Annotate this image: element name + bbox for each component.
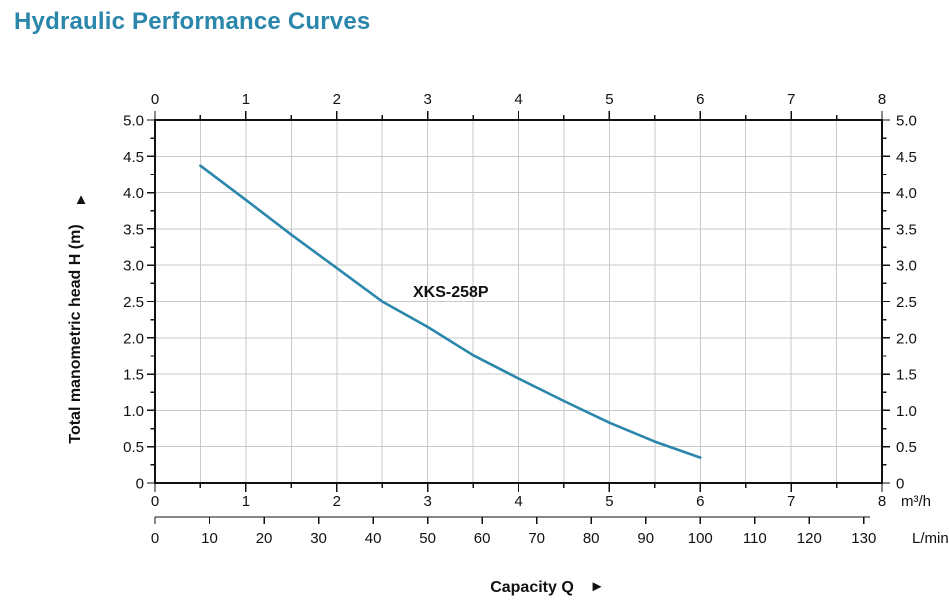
- x-top-tick-label: 5: [605, 91, 613, 108]
- y-axis-title: Total manometric head H (m): [67, 224, 84, 443]
- x-top-tick-label: 6: [696, 91, 704, 108]
- x-axis-top-labels: 0 1 2 3 4 5 6 7 8: [151, 91, 886, 108]
- x-top-tick-label: 4: [514, 91, 522, 108]
- x-bottom-tick-label: 4: [514, 493, 522, 510]
- y-right-tick-label: 3.5: [896, 221, 917, 238]
- lmin-tick-label: 90: [637, 530, 654, 547]
- lmin-tick-label: 70: [528, 530, 545, 547]
- lmin-tick-label: 80: [583, 530, 600, 547]
- x-top-tick-label: 8: [878, 91, 886, 108]
- y-left-tick-label: 3.5: [123, 221, 144, 238]
- lmin-tick-label: 40: [365, 530, 382, 547]
- y-left-tick-label: 2.5: [123, 294, 144, 311]
- y-axis-ticks: [147, 119, 890, 484]
- y-axis-arrow-icon: ▲: [74, 191, 89, 208]
- x-top-tick-label: 0: [151, 91, 159, 108]
- y-right-tick-label: 0: [896, 476, 904, 493]
- lmin-tick-label: 10: [201, 530, 218, 547]
- y-axis-left-labels: 5.0 4.5 4.0 3.5 3.0 2.5 2.0 1.5 1.0 0.5 0: [123, 113, 144, 493]
- x-axis-ticks: [154, 111, 883, 492]
- x-bottom-tick-label: 8: [878, 493, 886, 510]
- y-left-tick-label: 4.5: [123, 149, 144, 166]
- y-right-tick-label: 2.0: [896, 330, 917, 347]
- y-left-tick-label: 2.0: [123, 330, 144, 347]
- lmin-axis: [154, 516, 870, 524]
- x-top-tick-label: 1: [242, 91, 250, 108]
- curve-model-label: XKS-258P: [413, 284, 489, 301]
- y-right-tick-label: 4.0: [896, 185, 917, 202]
- y-right-tick-label: 2.5: [896, 294, 917, 311]
- y-left-tick-label: 0: [136, 476, 144, 493]
- y-right-tick-label: 3.0: [896, 258, 917, 275]
- x-bottom-tick-label: 2: [333, 493, 341, 510]
- y-right-tick-label: 5.0: [896, 113, 917, 130]
- lmin-tick-label: 130: [851, 530, 876, 547]
- x-bottom-tick-label: 1: [242, 493, 250, 510]
- x-axis-bottom-labels: 0 1 2 3 4 5 6 7 8: [151, 493, 886, 510]
- y-left-tick-label: 3.0: [123, 258, 144, 275]
- page-title: Hydraulic Performance Curves: [14, 8, 371, 35]
- lmin-axis-labels: 0 10 20 30 40 50 60 70 80 90 100 110 120 130: [151, 530, 877, 547]
- performance-curve: [199, 164, 702, 459]
- y-axis-right-labels: 5.0 4.5 4.0 3.5 3.0 2.5 2.0 1.5 1.0 0.5 0: [896, 113, 917, 493]
- grid-lines: [155, 120, 882, 483]
- y-left-tick-label: 4.0: [123, 185, 144, 202]
- lmin-tick-label: 100: [688, 530, 713, 547]
- y-left-tick-label: 1.0: [123, 403, 144, 420]
- x-top-tick-label: 7: [787, 91, 795, 108]
- y-left-tick-label: 5.0: [123, 113, 144, 130]
- y-right-tick-label: 4.5: [896, 149, 917, 166]
- lmin-tick-label: 30: [310, 530, 327, 547]
- lmin-tick-label: 20: [256, 530, 273, 547]
- y-left-tick-label: 1.5: [123, 367, 144, 384]
- x-axis-arrow-icon: ►: [590, 578, 605, 595]
- y-left-tick-label: 0.5: [123, 439, 144, 456]
- x-bottom-tick-label: 5: [605, 493, 613, 510]
- y-right-tick-label: 0.5: [896, 439, 917, 456]
- x-top-tick-label: 2: [333, 91, 341, 108]
- x-bottom-tick-label: 7: [787, 493, 795, 510]
- x-bottom-tick-label: 0: [151, 493, 159, 510]
- x-bottom-tick-label: 3: [423, 493, 431, 510]
- lmin-tick-label: 110: [743, 530, 767, 547]
- x-bottom-tick-label: 6: [696, 493, 704, 510]
- m3h-unit-label: m³/h: [901, 493, 931, 510]
- y-right-tick-label: 1.5: [896, 367, 917, 384]
- lmin-tick-label: 120: [797, 530, 822, 547]
- x-axis-title: Capacity Q: [490, 579, 574, 596]
- lmin-tick-label: 50: [419, 530, 436, 547]
- lmin-tick-label: 60: [474, 530, 491, 547]
- lmin-tick-label: 0: [151, 530, 159, 547]
- lmin-unit-label: L/min: [912, 530, 949, 547]
- x-top-tick-label: 3: [423, 91, 431, 108]
- y-right-tick-label: 1.0: [896, 403, 917, 420]
